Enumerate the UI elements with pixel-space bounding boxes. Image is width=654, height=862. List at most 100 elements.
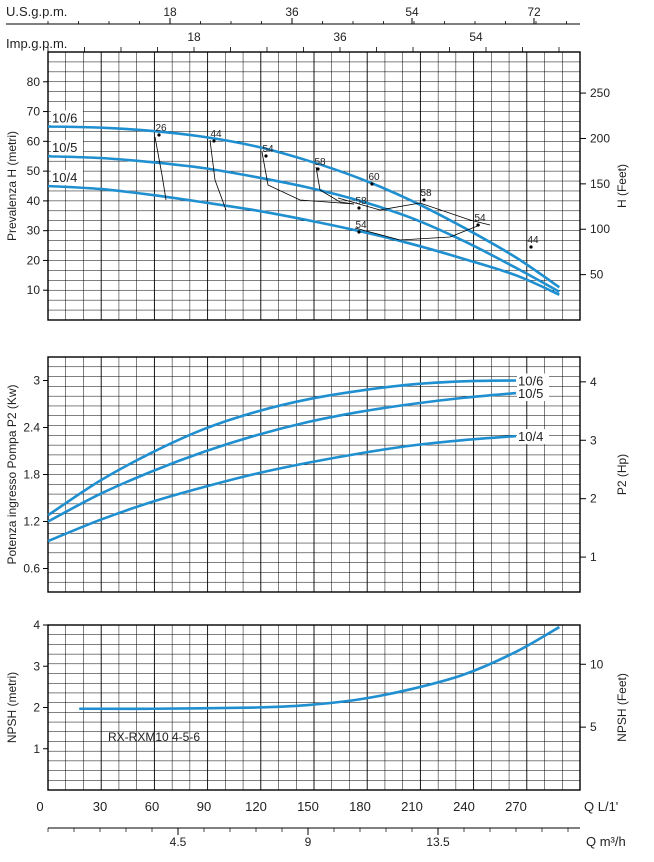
y2-axis-title: P2 (Hp) bbox=[615, 454, 629, 495]
efficiency-curve bbox=[354, 224, 481, 241]
y2-tick-label: 100 bbox=[590, 222, 610, 236]
series-label-bg bbox=[517, 429, 549, 445]
efficiency-label: 54 bbox=[355, 220, 367, 231]
efficiency-dot bbox=[357, 206, 361, 210]
usgpm-tick-label: 36 bbox=[285, 5, 299, 19]
y-axis-title: NPSH (metri) bbox=[5, 672, 19, 743]
series-line bbox=[47, 391, 517, 523]
m3h-tick-label: 9 bbox=[305, 835, 312, 849]
impgpm-tick-label: 18 bbox=[187, 30, 201, 44]
power-chart-panel: 0.6 1.2 1.8 2.4 3 1 2 3 4 Potenza ingresso Pompa … bbox=[5, 356, 629, 593]
efficiency-label: 44 bbox=[527, 235, 539, 246]
q-tick-label: 210 bbox=[401, 799, 423, 814]
y2-tick-label: 50 bbox=[590, 268, 604, 282]
y-tick-label: 2 bbox=[33, 701, 40, 715]
model-annotation: RX-RXM10 4-5-6 bbox=[108, 730, 200, 744]
y-tick-label: 1.2 bbox=[23, 515, 40, 529]
efficiency-label: 54 bbox=[262, 144, 274, 155]
series-label: 10/5 bbox=[518, 386, 543, 401]
series-line bbox=[47, 125, 561, 289]
impgpm-tick-label: 36 bbox=[333, 30, 347, 44]
y-tick-label: 60 bbox=[27, 134, 41, 148]
head-chart-panel: 10 20 30 40 50 60 70 80 50 100 150 200 250 Prevalenza… bbox=[5, 51, 629, 321]
series-label-bg bbox=[51, 170, 83, 185]
series-line bbox=[47, 434, 517, 543]
y2-tick-label: 5 bbox=[590, 720, 597, 734]
efficiency-dot bbox=[357, 230, 361, 234]
impgpm-tick-label: 54 bbox=[469, 30, 483, 44]
efficiency-label: 26 bbox=[155, 123, 167, 134]
efficiency-curve bbox=[261, 151, 355, 205]
efficiency-dot bbox=[422, 198, 426, 202]
y2-tick-label: 250 bbox=[590, 86, 610, 100]
y-tick-label: 2.4 bbox=[23, 421, 40, 435]
efficiency-label: 58 bbox=[314, 157, 326, 168]
q-tick-label: 30 bbox=[93, 799, 107, 814]
q-tick-label: 90 bbox=[197, 799, 211, 814]
y-tick-label: 1 bbox=[33, 742, 40, 756]
m3h-tick-label: 4.5 bbox=[170, 835, 187, 849]
y-tick-label: 1.8 bbox=[23, 468, 40, 482]
y2-tick-label: 10 bbox=[590, 657, 604, 671]
q-tick-label: 270 bbox=[505, 799, 527, 814]
series-label: 10/6 bbox=[52, 110, 77, 125]
efficiency-curve bbox=[154, 136, 167, 201]
efficiency-curve bbox=[315, 166, 355, 205]
y2-tick-label: 2 bbox=[590, 492, 597, 506]
efficiency-dot bbox=[264, 154, 268, 158]
usgpm-axis: U.S.g.p.m. 18 36 54 72 bbox=[6, 4, 580, 25]
efficiency-dot bbox=[157, 133, 161, 137]
q-tick-label: 150 bbox=[297, 799, 319, 814]
y-axis-title: Prevalenza H (metri) bbox=[5, 131, 19, 241]
y2-tick-label: 3 bbox=[590, 433, 597, 447]
q-lmin-axis: 0 30 60 90 120 150 180 210 240 270 Q L/1' bbox=[36, 799, 618, 814]
y-tick-label: 80 bbox=[27, 75, 41, 89]
impgpm-label: Imp.g.p.m. bbox=[6, 36, 67, 51]
series-label-bg bbox=[51, 140, 83, 156]
efficiency-label: 54 bbox=[474, 213, 486, 224]
efficiency-label: 58 bbox=[420, 188, 432, 199]
y2-tick-label: 4 bbox=[590, 375, 597, 389]
series-label-bg bbox=[51, 110, 83, 126]
y-tick-label: 4 bbox=[33, 618, 40, 632]
y2-axis-title: H (Feet) bbox=[615, 164, 629, 208]
q-m3h-label: Q m³/h bbox=[586, 834, 626, 849]
y2-tick-label: 150 bbox=[590, 177, 610, 191]
q-tick-label: 0 bbox=[36, 799, 43, 814]
efficiency-dot bbox=[316, 167, 320, 171]
series-label: 10/4 bbox=[518, 429, 543, 444]
efficiency-label: 58 bbox=[355, 196, 367, 207]
y-tick-label: 10 bbox=[27, 283, 41, 297]
y-tick-label: 3 bbox=[33, 374, 40, 388]
series-label-bg bbox=[517, 373, 549, 389]
y-tick-label: 30 bbox=[27, 224, 41, 238]
efficiency-curve bbox=[337, 197, 491, 226]
series-line bbox=[47, 184, 560, 296]
series-line bbox=[79, 625, 560, 711]
y-tick-label: 70 bbox=[27, 105, 41, 119]
npsh-chart-panel: 1 2 3 4 5 10 NPSH (metri) NPSH (Feet) RX-RXM10 4… bbox=[5, 618, 629, 791]
y2-tick-label: 200 bbox=[590, 131, 610, 145]
usgpm-tick-label: 18 bbox=[163, 5, 177, 19]
q-tick-label: 240 bbox=[453, 799, 475, 814]
y2-axis-title: NPSH (Feet) bbox=[615, 673, 629, 742]
q-tick-label: 120 bbox=[245, 799, 267, 814]
grid bbox=[47, 356, 581, 593]
q-lmin-label: Q L/1' bbox=[584, 799, 618, 814]
grid bbox=[47, 51, 581, 321]
efficiency-curve bbox=[209, 139, 227, 211]
usgpm-tick-label: 72 bbox=[527, 5, 541, 19]
series-label: 10/5 bbox=[52, 140, 77, 155]
m3h-tick-label: 13.5 bbox=[426, 835, 450, 849]
series-label: 10/6 bbox=[518, 374, 543, 389]
efficiency-dot bbox=[529, 245, 533, 249]
series-line bbox=[47, 154, 560, 293]
y-tick-label: 50 bbox=[27, 164, 41, 178]
efficiency-label: 60 bbox=[368, 172, 380, 183]
usgpm-label: U.S.g.p.m. bbox=[6, 4, 67, 19]
q-m3h-axis: 4.5 9 13.5 Q m³/h bbox=[47, 827, 626, 849]
series-label: 10/4 bbox=[52, 170, 77, 185]
series-label-bg bbox=[517, 386, 549, 402]
series-line bbox=[47, 379, 517, 517]
